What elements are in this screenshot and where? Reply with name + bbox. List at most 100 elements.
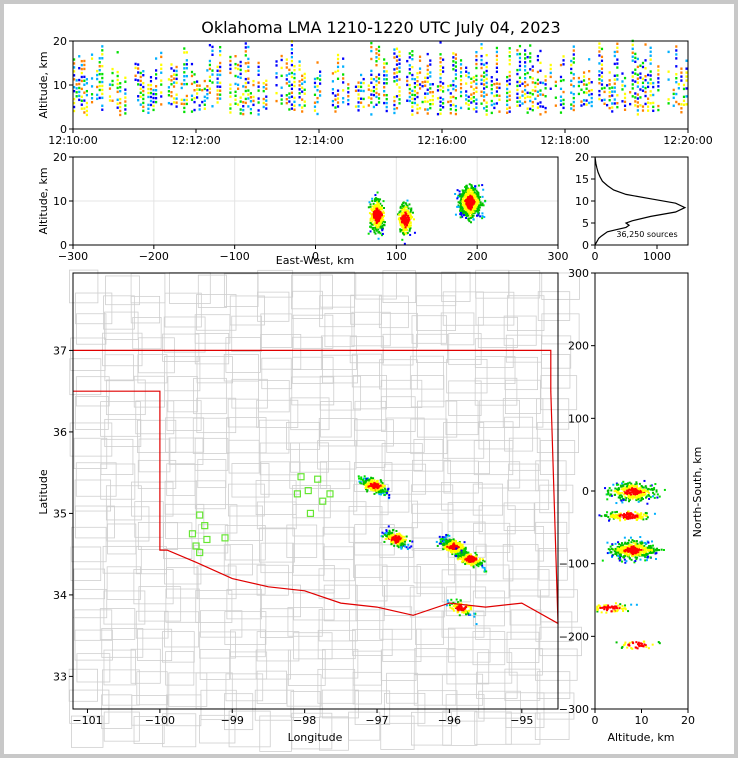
source-point — [471, 208, 474, 211]
source-point — [431, 98, 434, 102]
source-point — [376, 489, 379, 492]
source-point — [615, 554, 618, 557]
source-point — [459, 194, 462, 197]
source-point — [456, 197, 459, 200]
source-point — [466, 197, 469, 200]
source-point — [183, 79, 186, 82]
source-point — [490, 83, 493, 87]
source-point — [508, 58, 511, 62]
county-boundary — [167, 376, 198, 413]
source-point — [458, 607, 461, 610]
source-point — [203, 103, 206, 106]
source-point — [373, 204, 376, 207]
source-point — [375, 60, 378, 63]
source-point — [529, 56, 532, 59]
source-point — [193, 96, 196, 100]
source-point — [316, 77, 319, 80]
source-point — [380, 208, 383, 211]
source-point — [485, 113, 488, 116]
source-point — [342, 101, 345, 104]
source-point — [483, 79, 486, 82]
source-point — [647, 81, 650, 85]
source-point — [473, 211, 476, 214]
source-point — [444, 544, 447, 547]
source-point — [635, 549, 638, 552]
source-point — [628, 553, 631, 556]
source-point — [397, 543, 400, 546]
source-point — [474, 205, 477, 208]
source-point — [378, 205, 381, 208]
source-point — [646, 516, 649, 519]
source-point — [638, 544, 641, 547]
source-point — [603, 86, 606, 90]
county-boundary — [502, 544, 539, 580]
source-point — [382, 485, 385, 488]
source-point — [234, 66, 237, 70]
source-point — [183, 75, 186, 78]
source-point — [626, 547, 629, 550]
source-point — [398, 90, 401, 93]
source-point — [301, 78, 304, 82]
source-point — [472, 100, 475, 103]
county-boundary — [74, 479, 112, 512]
source-point — [596, 605, 599, 608]
source-point — [347, 102, 350, 106]
source-point — [636, 514, 639, 517]
source-point — [377, 489, 380, 492]
source-point — [375, 222, 378, 225]
source-point — [620, 485, 623, 488]
source-point — [475, 82, 478, 86]
source-point — [622, 498, 625, 501]
source-point — [336, 53, 340, 57]
source-point — [631, 87, 634, 90]
source-point — [470, 554, 473, 557]
source-point — [216, 77, 219, 80]
county-boundary — [101, 628, 144, 658]
source-point — [275, 91, 278, 95]
source-point — [139, 95, 142, 98]
source-point — [526, 55, 529, 59]
source-point — [616, 66, 619, 69]
county-boundary — [536, 692, 575, 720]
source-point — [119, 97, 122, 101]
source-point — [368, 201, 371, 204]
source-point — [399, 533, 402, 536]
source-point — [78, 78, 81, 82]
source-point — [155, 73, 158, 76]
source-point — [193, 89, 196, 92]
source-point — [590, 92, 593, 96]
source-point — [620, 546, 623, 549]
source-point — [630, 551, 633, 554]
source-point — [160, 91, 163, 94]
source-point — [562, 102, 565, 106]
source-point — [85, 109, 89, 113]
source-point — [275, 64, 278, 67]
source-point — [453, 540, 456, 543]
county-boundary — [354, 400, 387, 431]
county-boundary — [103, 295, 135, 330]
source-point — [336, 65, 340, 69]
source-point — [467, 613, 470, 616]
county-boundary — [380, 379, 423, 408]
source-point — [636, 97, 639, 100]
source-point — [626, 549, 629, 552]
source-point — [375, 103, 378, 106]
source-point — [636, 486, 639, 489]
source-point — [630, 484, 633, 487]
county-boundary — [446, 649, 490, 685]
source-point — [612, 517, 615, 520]
source-point — [375, 87, 378, 91]
source-point — [378, 482, 381, 485]
source-point — [359, 481, 362, 484]
source-point — [635, 482, 638, 485]
source-point — [124, 92, 127, 95]
source-point — [634, 96, 637, 99]
county-boundary — [474, 711, 512, 745]
source-point — [275, 99, 278, 103]
source-point — [472, 218, 475, 221]
source-point — [372, 486, 375, 489]
source-point — [216, 85, 219, 88]
source-point — [386, 535, 389, 538]
source-point — [467, 610, 470, 613]
